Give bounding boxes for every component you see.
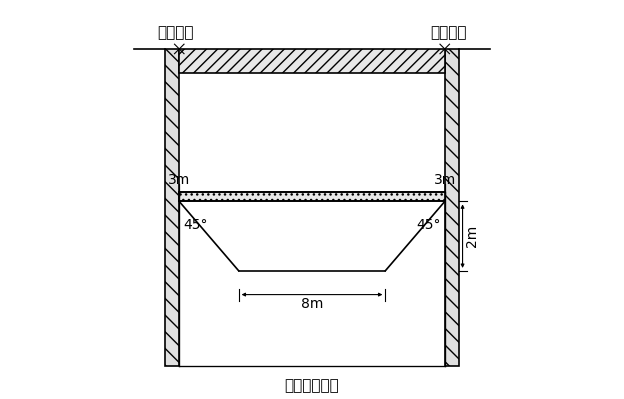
Text: 8m: 8m xyxy=(301,298,323,312)
Text: 基坑开挖底面: 基坑开挖底面 xyxy=(285,378,339,393)
Bar xyxy=(179,49,445,73)
Bar xyxy=(165,49,179,366)
Bar xyxy=(179,192,445,201)
Text: 西侧地面: 西侧地面 xyxy=(430,26,467,41)
Text: 45°: 45° xyxy=(417,218,441,232)
Text: 3m: 3m xyxy=(168,173,190,187)
Text: 2m: 2m xyxy=(466,225,479,247)
Bar xyxy=(445,49,459,366)
Text: 3m: 3m xyxy=(434,173,456,187)
Text: 东侧地面: 东侧地面 xyxy=(157,26,194,41)
Text: 45°: 45° xyxy=(183,218,207,232)
